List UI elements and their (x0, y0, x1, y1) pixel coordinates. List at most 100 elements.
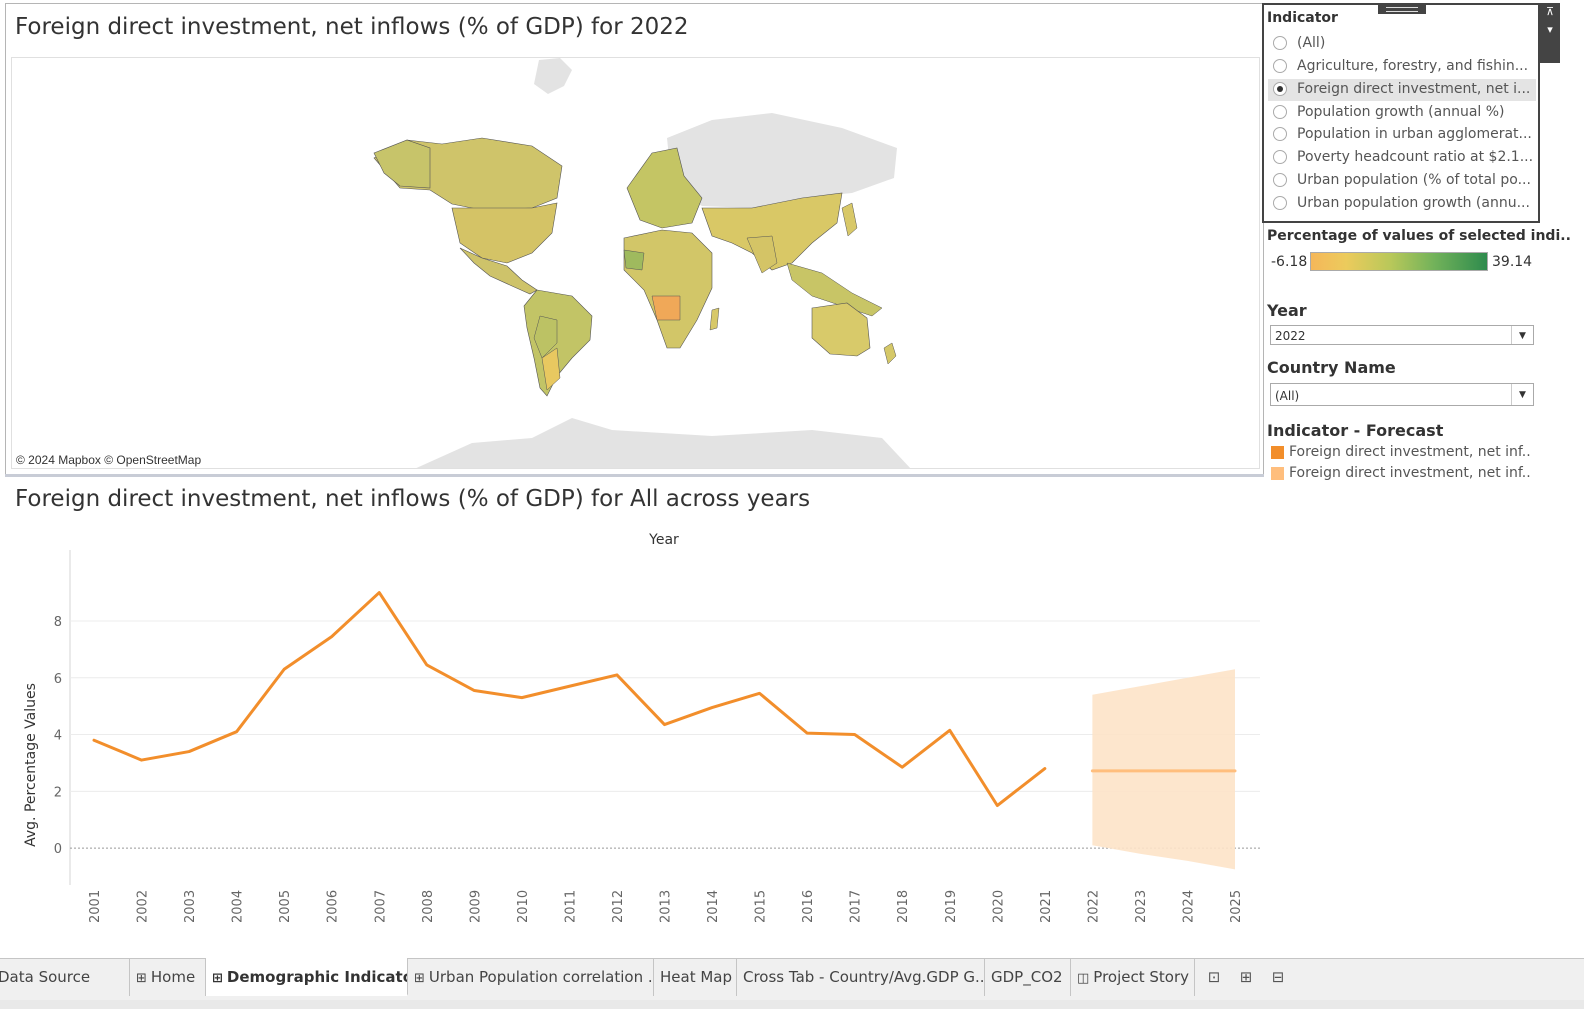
tab-home[interactable]: ⊞ Home (130, 958, 206, 996)
indicator-option-label: Population growth (annual %) (1297, 103, 1505, 120)
indicator-option-label: Urban population (% of total po... (1297, 172, 1531, 189)
tab-label: Home (150, 968, 196, 986)
forecast-legend-item[interactable]: Foreign direct investment, net inf.. (1268, 444, 1538, 464)
indicator-option[interactable]: Foreign direct investment, net i... (1268, 78, 1536, 101)
country-dropdown[interactable]: (All) ▼ (1270, 383, 1534, 406)
australia-shape (811, 302, 871, 357)
radio-button[interactable] (1273, 104, 1287, 119)
radio-button[interactable] (1273, 150, 1287, 165)
dashboard-icon: ⊞ (212, 971, 223, 986)
legend-swatch (1271, 446, 1284, 459)
actual-series-line (92, 591, 1047, 808)
indicator-option[interactable]: Urban population (% of total po... (1268, 170, 1536, 192)
x-tick-label: 2007 (373, 890, 388, 923)
indicator-option-label: Urban population growth (annu... (1297, 194, 1530, 211)
indicator-filter (1262, 3, 1540, 223)
panel-splitter[interactable] (5, 474, 1264, 477)
y-tick-label: 6 (54, 672, 62, 687)
y-axis-ticks: 0 2 4 6 8 (54, 615, 62, 857)
tab-label: Urban Population correlation ... (428, 968, 654, 986)
radio-button[interactable] (1273, 127, 1287, 142)
y-tick-label: 8 (54, 615, 62, 630)
indicator-option-label: Agriculture, forestry, and fishin... (1297, 57, 1529, 74)
legend-swatch (1271, 467, 1284, 480)
new-story-icon[interactable]: ⊟ (1271, 968, 1285, 986)
color-legend-title: Percentage of values of selected indi.. (1267, 228, 1571, 244)
radio-button[interactable] (1273, 36, 1287, 50)
indicator-option[interactable]: Urban population growth (annu... (1268, 193, 1536, 215)
tab-label: Heat Map (660, 968, 733, 986)
y-axis-title: Avg. Percentage Values (23, 683, 39, 847)
y-tick-label: 4 (54, 729, 62, 744)
x-tick-label: 2015 (754, 890, 769, 923)
forecast-legend-item[interactable]: Foreign direct investment, net inf.. (1268, 465, 1538, 485)
radio-button[interactable] (1273, 81, 1287, 96)
dashboard-icon: ⊞ (136, 971, 147, 986)
new-dashboard-icon[interactable]: ⊞ (1239, 968, 1253, 986)
west-africa-shape (623, 249, 645, 271)
x-tick-label: 2010 (516, 890, 531, 923)
year-dropdown[interactable]: 2022 ▼ (1270, 325, 1534, 345)
radio-button[interactable] (1273, 173, 1287, 188)
tab-data-source[interactable]: Data Source (0, 958, 130, 996)
status-strip (0, 1000, 1584, 1009)
map-credit: © 2024 Mapbox © OpenStreetMap (16, 453, 202, 467)
x-tick-label: 2012 (611, 890, 626, 923)
indicator-option-label: (All) (1297, 35, 1326, 51)
x-tick-label: 2002 (136, 890, 151, 923)
tab-label: Data Source (0, 968, 91, 986)
color-legend-gradient (1310, 252, 1488, 271)
chevron-down-icon[interactable]: ▼ (1511, 326, 1533, 344)
country-filter-title: Country Name (1267, 358, 1396, 377)
tab-project-story[interactable]: ◫ Project Story (1071, 958, 1195, 996)
x-tick-label: 2018 (896, 890, 911, 923)
tab-cross-tab[interactable]: Cross Tab - Country/Avg.GDP G... (737, 958, 985, 996)
alaska-shape (373, 139, 431, 189)
indicator-option[interactable]: Agriculture, forestry, and fishin... (1268, 56, 1536, 78)
usa-shape (451, 202, 558, 264)
madagascar-shape (709, 307, 720, 331)
x-tick-label: 2013 (659, 890, 674, 923)
x-tick-label: 2008 (421, 890, 436, 923)
chevron-down-icon[interactable]: ▾ (1547, 23, 1553, 36)
color-legend-min: -6.18 (1271, 254, 1308, 270)
indicator-option-label: Foreign direct investment, net i... (1297, 80, 1531, 97)
forecast-legend-title: Indicator - Forecast (1267, 421, 1444, 440)
new-worksheet-icon[interactable]: ⊡ (1207, 968, 1221, 986)
x-tick-label: 2016 (801, 890, 816, 923)
indicator-option[interactable]: Population growth (annual %) (1268, 102, 1536, 124)
tab-demographic-indicators[interactable]: ⊞Demographic Indicators (206, 958, 408, 996)
x-tick-label: 2017 (849, 890, 864, 923)
indicator-option[interactable]: Poverty headcount ratio at $2.1... (1268, 147, 1536, 169)
chevron-down-icon[interactable]: ▼ (1511, 384, 1533, 405)
india-shape (746, 235, 778, 274)
world-map[interactable] (11, 57, 1260, 469)
indicator-option[interactable]: Population in urban agglomerat... (1268, 124, 1536, 146)
tab-gdp-co2[interactable]: GDP_CO2 (985, 958, 1071, 996)
y-tick-label: 2 (54, 785, 62, 800)
radio-button[interactable] (1273, 58, 1287, 73)
color-legend-max: 39.14 (1492, 254, 1533, 270)
pin-icon[interactable]: ⊼ (1545, 5, 1555, 18)
map-title: Foreign direct investment, net inflows (… (15, 14, 689, 40)
x-tick-label: 2009 (468, 890, 483, 923)
indicator-option[interactable]: (All) (1268, 33, 1536, 55)
x-tick-label: 2021 (1039, 890, 1054, 923)
x-tick-label: 2025 (1229, 890, 1244, 923)
story-icon: ◫ (1077, 971, 1090, 986)
argentina-shape (541, 347, 561, 391)
x-tick-label: 2022 (1086, 890, 1101, 923)
filter-scroll-controls[interactable]: ⊼ ▾ (1540, 3, 1560, 63)
radio-button[interactable] (1273, 195, 1287, 210)
asia-shape (701, 192, 843, 271)
x-tick-label: 2024 (1181, 890, 1196, 923)
filter-drag-handle[interactable] (1378, 3, 1426, 14)
tab-label: Cross Tab - Country/Avg.GDP G... (743, 968, 985, 986)
x-tick-label: 2020 (991, 890, 1006, 923)
year-dropdown-value: 2022 (1275, 329, 1306, 343)
tab-heat-map[interactable]: Heat Map (654, 958, 737, 996)
tab-urban-population-correlation[interactable]: ⊞ Urban Population correlation ... (408, 958, 654, 996)
indicator-title: Indicator (1267, 10, 1338, 26)
forecast-confidence-band (1092, 669, 1235, 870)
